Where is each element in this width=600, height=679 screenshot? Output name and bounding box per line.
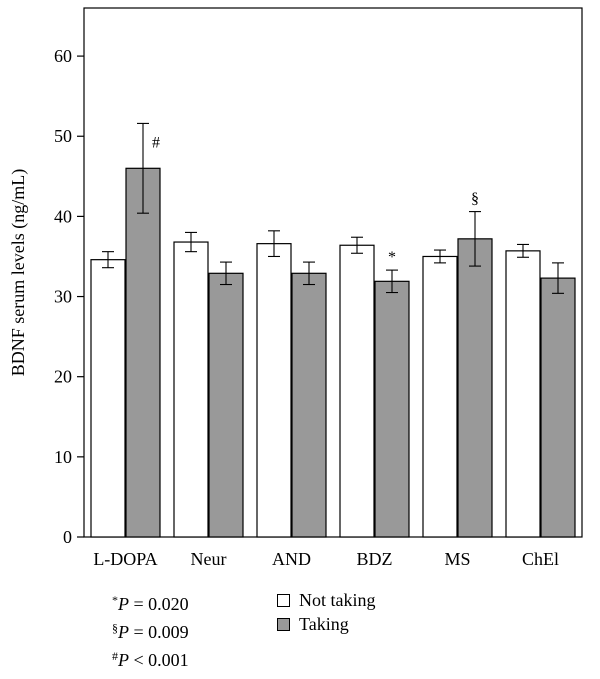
legend-swatch bbox=[277, 594, 290, 607]
y-tick-label: 0 bbox=[63, 527, 72, 547]
legend-swatch bbox=[277, 618, 290, 631]
significance-footnotes: *P = 0.020 §P = 0.009 #P < 0.001 bbox=[112, 588, 189, 672]
x-tick-label: Neur bbox=[191, 549, 227, 569]
x-tick-label: AND bbox=[272, 549, 311, 569]
legend: Not taking Taking bbox=[277, 588, 376, 636]
bar-taking bbox=[292, 273, 326, 537]
footnote-value: < 0.001 bbox=[129, 650, 189, 670]
footnote-row: *P = 0.020 bbox=[112, 588, 189, 616]
bar-not-taking bbox=[174, 242, 208, 537]
x-tick-label: BDZ bbox=[357, 549, 393, 569]
y-tick-label: 50 bbox=[54, 126, 72, 146]
legend-label: Not taking bbox=[299, 588, 376, 612]
bar-taking bbox=[541, 278, 575, 537]
legend-label: Taking bbox=[299, 612, 349, 636]
footnote-variable: P bbox=[118, 650, 129, 670]
bar-chart: 0 10 20 30 40 50 60 BDNF serum levels (ng/mL) L-… bbox=[0, 0, 600, 580]
bar-not-taking bbox=[506, 251, 540, 537]
bar-not-taking bbox=[91, 260, 125, 537]
y-tick-label: 30 bbox=[54, 287, 72, 307]
significance-marker: * bbox=[388, 249, 396, 266]
y-tick-label: 10 bbox=[54, 447, 72, 467]
y-tick-label: 60 bbox=[54, 46, 72, 66]
x-tick-label: ChEl bbox=[522, 549, 559, 569]
significance-marker: # bbox=[152, 134, 160, 151]
footnote-value: = 0.009 bbox=[129, 622, 189, 642]
footnote-variable: P bbox=[118, 594, 129, 614]
bar-taking bbox=[209, 273, 243, 537]
legend-item-taking: Taking bbox=[277, 612, 376, 636]
x-tick-label: MS bbox=[444, 549, 470, 569]
y-tick-label: 40 bbox=[54, 206, 72, 226]
footnote-row: §P = 0.009 bbox=[112, 616, 189, 644]
footnote-value: = 0.020 bbox=[129, 594, 189, 614]
x-tick-label: L-DOPA bbox=[93, 549, 157, 569]
y-tick-label: 20 bbox=[54, 367, 72, 387]
bar-taking bbox=[458, 239, 492, 537]
footnote-row: #P < 0.001 bbox=[112, 644, 189, 672]
bar-not-taking bbox=[340, 245, 374, 537]
significance-marker: § bbox=[471, 191, 479, 208]
y-axis-label: BDNF serum levels (ng/mL) bbox=[8, 169, 29, 376]
footnote-variable: P bbox=[118, 622, 129, 642]
bar-taking bbox=[126, 168, 160, 537]
bar-not-taking bbox=[423, 256, 457, 537]
bar-taking bbox=[375, 281, 409, 537]
bar-not-taking bbox=[257, 244, 291, 537]
legend-item-not-taking: Not taking bbox=[277, 588, 376, 612]
